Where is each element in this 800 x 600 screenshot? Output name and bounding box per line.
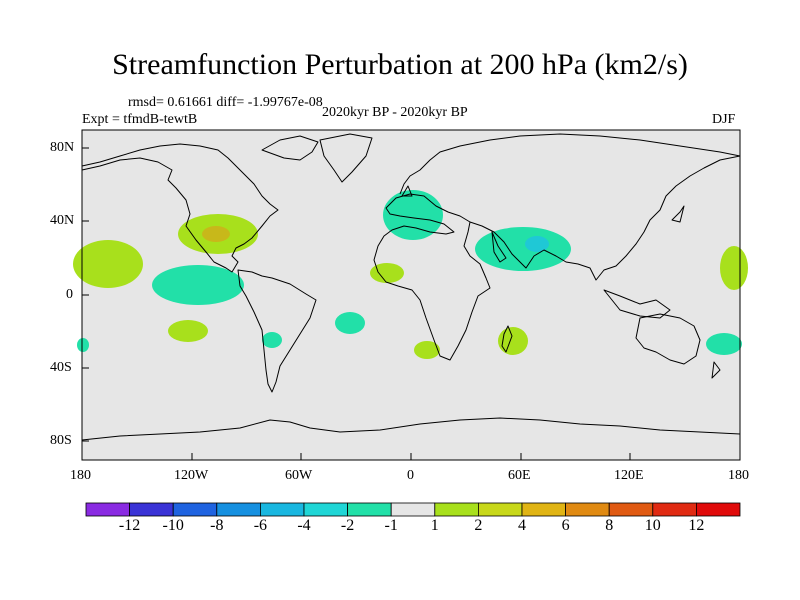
colorbar-label: 10 xyxy=(644,517,661,534)
anomaly-fill xyxy=(77,338,89,352)
anomaly-fill xyxy=(414,341,440,359)
colorbar-label: -12 xyxy=(118,517,141,534)
colorbar-label: 4 xyxy=(518,517,526,534)
coastline xyxy=(373,193,491,361)
lon-tick-label: 180 xyxy=(728,468,749,483)
anomaly-fill xyxy=(152,265,244,305)
anomaly-fill xyxy=(262,332,282,348)
coastline xyxy=(491,231,507,263)
lon-tick-label: 60E xyxy=(508,468,531,483)
lon-tick-label: 120W xyxy=(174,468,209,483)
axis-ticks xyxy=(81,147,741,460)
season-label: DJF xyxy=(712,112,736,127)
colorbar-swatch xyxy=(129,502,174,517)
colorbar-label: -10 xyxy=(162,517,184,534)
coastline xyxy=(469,155,741,281)
colorbar-label: -6 xyxy=(253,517,268,534)
colorbar xyxy=(85,502,741,517)
anomaly-fill xyxy=(498,327,528,355)
coastline xyxy=(711,361,721,379)
anomaly-fill xyxy=(720,246,748,290)
coastline xyxy=(635,313,701,365)
lon-tick-label: 0 xyxy=(407,468,414,483)
coastline xyxy=(501,325,513,353)
coastline xyxy=(671,205,685,223)
period-label: 2020kyr BP - 2020kyr BP xyxy=(322,105,468,120)
anomaly-fill xyxy=(202,226,230,242)
lon-tick-label: 60W xyxy=(285,468,313,483)
coastline xyxy=(237,269,317,393)
colorbar-label: 6 xyxy=(561,517,570,534)
lon-tick-label: 120E xyxy=(614,468,644,483)
colorbar-label: 1 xyxy=(430,517,439,534)
coastline xyxy=(319,133,373,183)
lat-tick-label: 40N xyxy=(50,213,75,228)
anomaly-fill xyxy=(335,312,365,334)
colorbar-label: 12 xyxy=(688,517,705,534)
coastlines xyxy=(81,133,741,441)
anomaly-fill xyxy=(73,240,143,288)
colorbar-swatch xyxy=(565,502,610,517)
lat-tick-label: 80S xyxy=(50,433,72,448)
lon-tick-label: 180 xyxy=(70,468,91,483)
colorbar-swatch xyxy=(477,502,523,517)
coastline xyxy=(603,289,671,319)
colorbar-label: -4 xyxy=(297,517,311,534)
experiment-label: Expt = tfmdB-tewtB xyxy=(82,112,198,127)
colorbar-swatch xyxy=(216,502,261,517)
anomaly-fill xyxy=(168,320,208,342)
coastline xyxy=(399,133,741,195)
colorbar-swatch xyxy=(172,502,218,517)
colorbar-label: -2 xyxy=(340,517,355,534)
colorbar-label: -1 xyxy=(384,517,398,534)
coastline xyxy=(81,417,741,441)
coastline xyxy=(261,135,319,161)
colorbar-swatch xyxy=(347,502,392,517)
lat-tick-label: 40S xyxy=(50,360,72,375)
anomaly-fill xyxy=(370,263,404,283)
colorbar-swatch xyxy=(259,502,305,517)
coastline xyxy=(401,185,413,197)
lat-tick-label: 80N xyxy=(50,140,75,155)
colorbar-swatch xyxy=(652,502,697,517)
colorbar-swatch xyxy=(521,502,566,517)
map-panel xyxy=(73,129,748,461)
anomaly-fill xyxy=(706,333,742,355)
colorbar-label: 2 xyxy=(474,517,483,534)
map-title: Streamfunction Perturbation at 200 hPa (… xyxy=(112,48,688,81)
coastline xyxy=(81,143,279,273)
colorbar-swatch xyxy=(608,502,654,517)
colorbar-swatch xyxy=(434,502,479,517)
colorbar-swatch xyxy=(85,502,130,517)
colorbar-swatch xyxy=(696,502,741,517)
colorbar-label: -8 xyxy=(210,517,224,534)
stats-label: rmsd= 0.61661 diff= -1.99767e-08 xyxy=(128,95,323,110)
colorbar-swatch xyxy=(390,502,436,517)
lat-tick-label: 0 xyxy=(66,287,73,302)
colorbar-swatch xyxy=(303,502,348,517)
anomaly-fill xyxy=(525,236,549,252)
colorbar-label: 8 xyxy=(605,517,614,534)
